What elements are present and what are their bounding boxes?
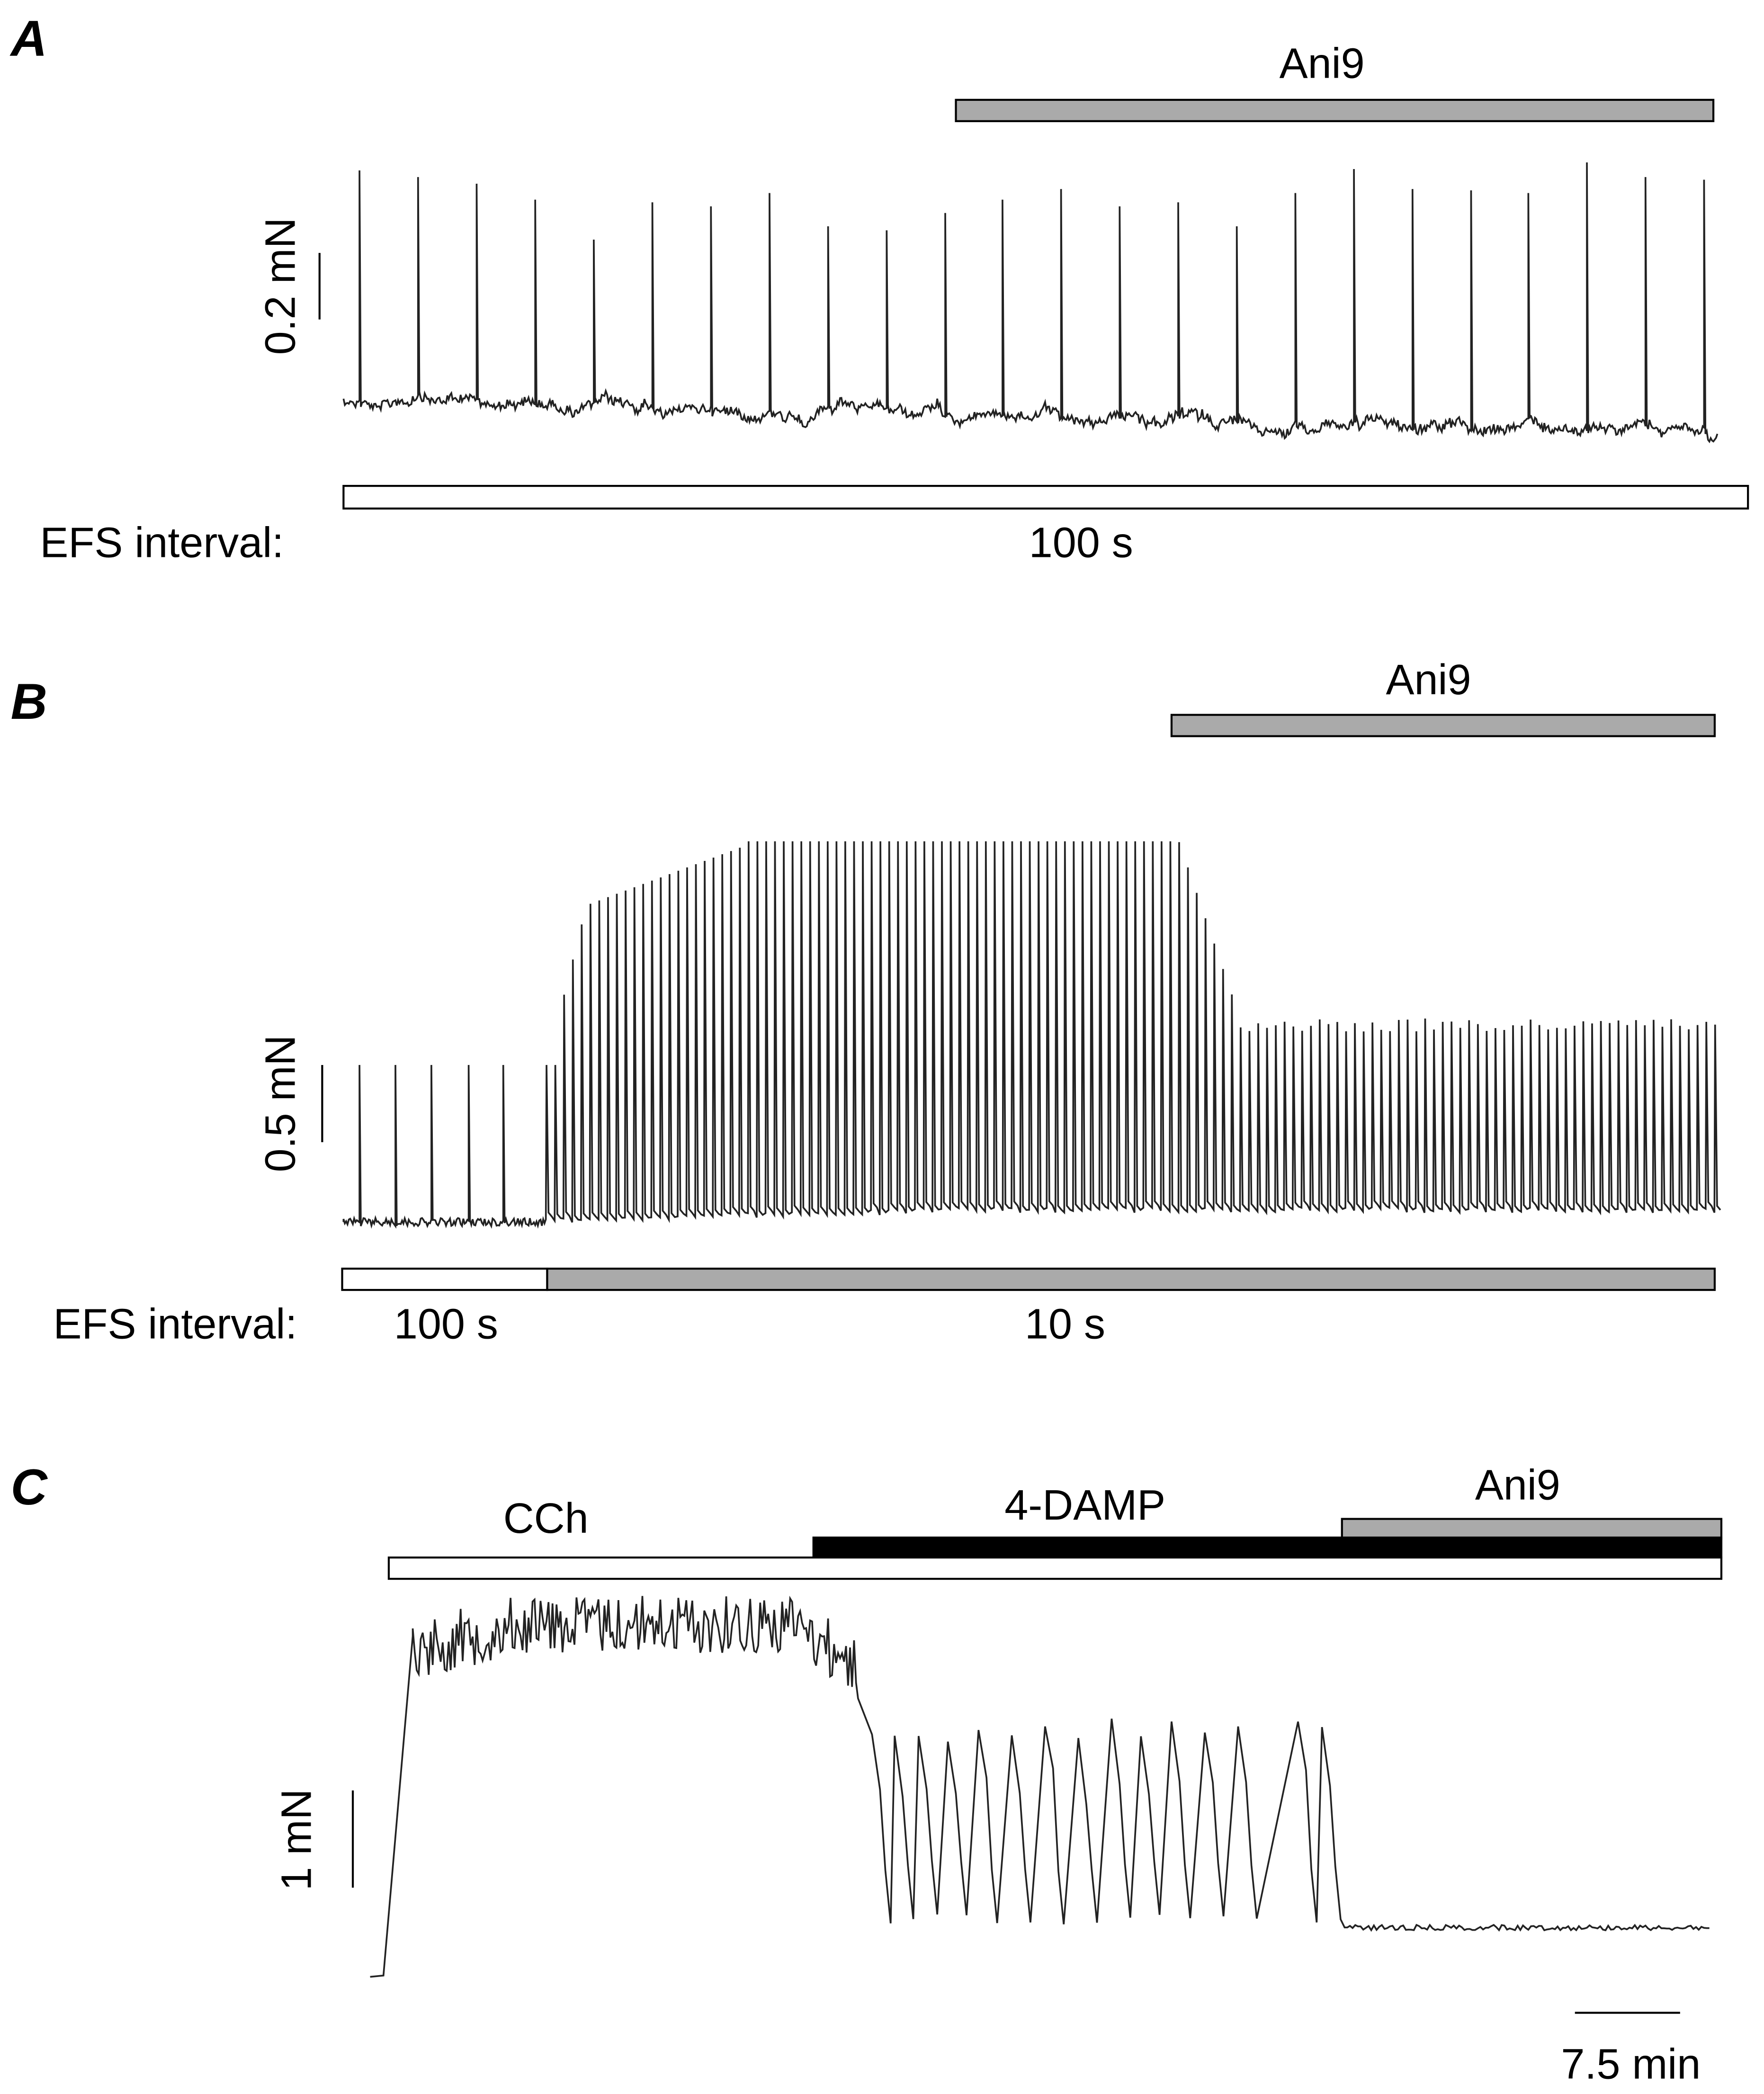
interval-label: 10 s	[1025, 1301, 1105, 1348]
treatment-label: Ani9	[1475, 1462, 1560, 1509]
treatment-bar	[1341, 1518, 1723, 1540]
efs-bar	[342, 484, 1749, 510]
treatment-label: CCh	[503, 1495, 589, 1542]
scale-label: 1 mN	[273, 1789, 320, 1891]
efs-label: EFS interval:	[40, 519, 284, 566]
interval-label: 100 s	[1029, 519, 1133, 566]
drug-label: Ani9	[1280, 40, 1365, 87]
drug-bar	[955, 98, 1715, 122]
panel-label: C	[11, 1459, 48, 1515]
panel-label: A	[9, 10, 47, 67]
panel-b: B Ani9 0.5 mN EFS interval: 100 s 10 s	[11, 656, 1721, 1348]
time-label: 7.5 min	[1561, 2041, 1701, 2088]
treatment-label: 4-DAMP	[1004, 1482, 1165, 1529]
treatment-bar	[387, 1556, 1723, 1580]
panel-c: C CCh 4-DAMP Ani9 1 mN 7.5 min	[11, 1459, 1723, 2088]
efs-bar	[546, 1267, 1716, 1291]
treatment-bar	[812, 1536, 1723, 1559]
drug-bar	[1170, 714, 1716, 737]
trace	[342, 162, 1719, 444]
panel-a: A Ani9 0.2 mN EFS interval: 100 s	[9, 10, 1749, 566]
interval-label: 100 s	[394, 1301, 498, 1348]
panel-label: B	[11, 673, 47, 730]
efs-label: EFS interval:	[54, 1301, 297, 1348]
scale-label: 0.2 mN	[257, 217, 304, 355]
efs-bar	[341, 1267, 548, 1291]
drug-label: Ani9	[1386, 656, 1471, 704]
trace	[370, 1595, 1710, 1978]
trace	[342, 841, 1721, 1229]
scale-label: 0.5 mN	[257, 1035, 304, 1172]
